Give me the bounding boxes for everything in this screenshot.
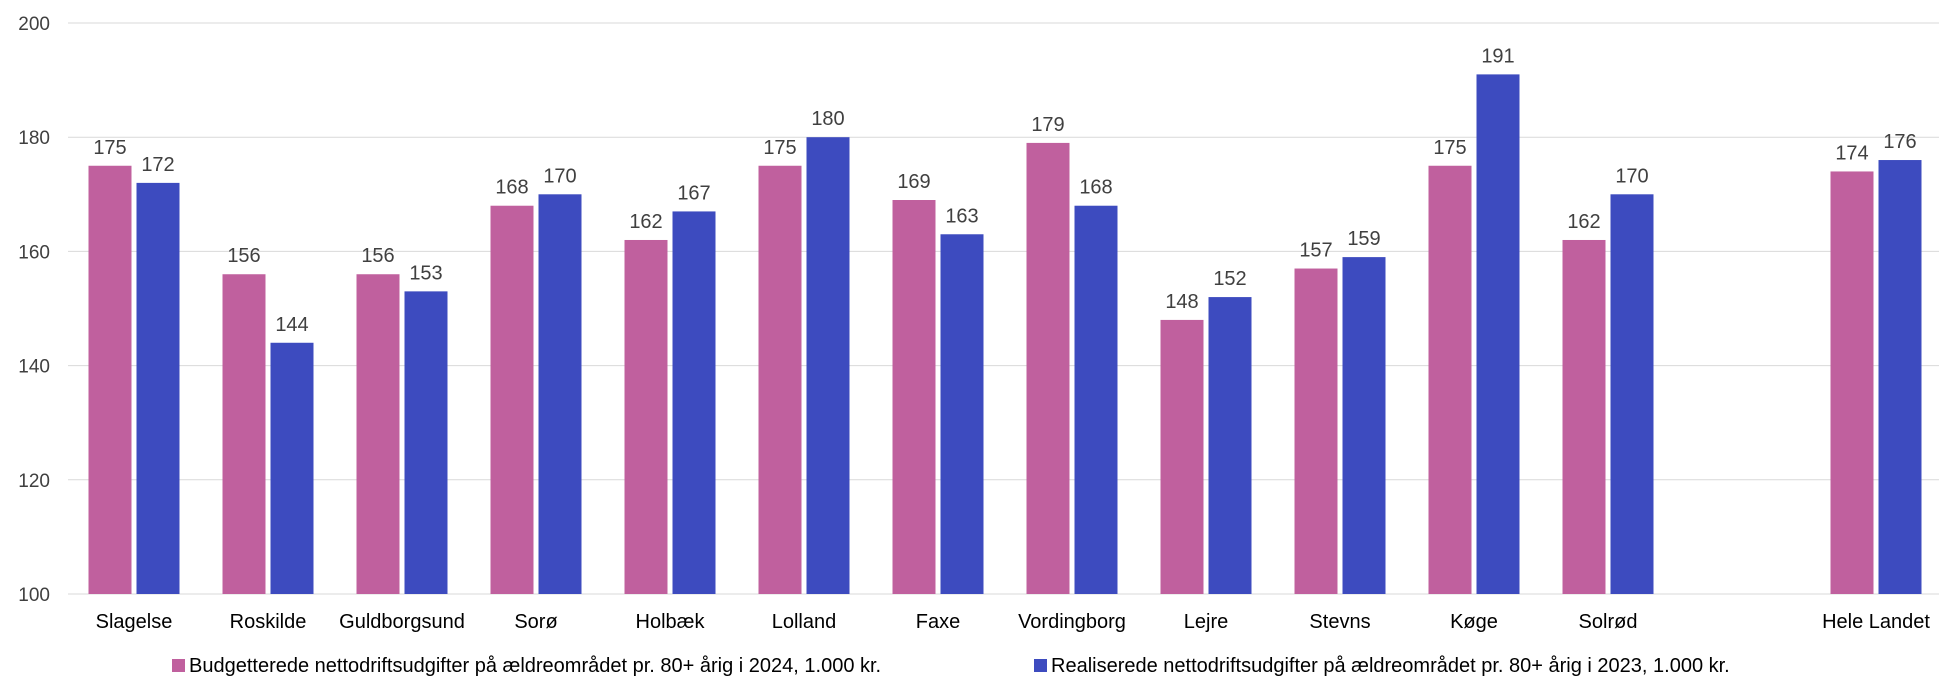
bar-series-1 [892,200,936,594]
x-category-label: Faxe [916,611,960,633]
bar-series-1 [758,165,802,594]
x-category-label: Stevns [1309,611,1370,633]
data-label-series-1: 169 [897,171,930,193]
data-label-series-1: 156 [227,245,260,267]
data-label-series-1: 168 [495,177,528,199]
x-category-label: Hele Landet [1822,611,1930,633]
data-label-series-1: 174 [1835,142,1868,164]
data-label-series-1: 175 [1433,137,1466,159]
data-label-series-2: 172 [141,154,174,176]
gridlines [68,22,1939,595]
y-axis-tick-labels: 100 120 140 160 180 200 [18,14,50,606]
data-label-series-2: 176 [1883,131,1916,153]
bar-series-2 [136,182,180,594]
bar-series-1 [356,274,400,594]
bar-series-2 [538,194,582,595]
bar-series-1 [1160,319,1204,594]
legend-swatch [172,659,185,672]
bar-series-1 [88,165,132,594]
data-label-series-1: 157 [1299,240,1332,262]
bar-series-2 [404,291,448,594]
bars [88,74,1922,595]
x-category-label: Vordingborg [1018,611,1126,633]
bar-series-1 [1830,171,1874,594]
bar-series-2 [1610,194,1654,595]
bar-series-2 [940,234,984,594]
x-category-label: Guldborgsund [339,611,465,633]
data-label-series-2: 159 [1347,228,1380,250]
y-tick-label-160: 160 [18,242,50,263]
data-label-series-2: 170 [1615,165,1648,187]
bar-series-1 [624,239,668,595]
x-category-label: Sorø [514,611,557,633]
y-tick-label-140: 140 [18,357,50,378]
bar-series-2 [1208,297,1252,594]
data-label-series-1: 175 [93,137,126,159]
data-label-series-2: 191 [1481,45,1514,67]
data-label-series-2: 170 [543,165,576,187]
bar-series-2 [1074,205,1118,594]
legend-item-1: Budgetterede nettodriftsudgifter på ældr… [172,655,881,677]
x-category-label: Køge [1450,611,1498,633]
data-label-series-1: 162 [629,211,662,233]
x-category-label: Roskilde [230,611,307,633]
data-label-series-1: 156 [361,245,394,267]
bar-series-2 [1476,74,1520,594]
data-label-series-2: 152 [1213,268,1246,290]
data-label-series-2: 167 [677,182,710,204]
data-labels: 175 172 156 144 156 153 168 170 162 167 175 180 169 1… [93,45,1916,335]
bar-series-1 [490,205,534,594]
data-label-series-1: 175 [763,137,796,159]
data-label-series-1: 148 [1165,291,1198,313]
data-label-series-2: 153 [409,262,442,284]
legend: Budgetterede nettodriftsudgifter på ældr… [172,655,1730,677]
data-label-series-2: 168 [1079,177,1112,199]
legend-swatch [1034,659,1047,672]
x-category-label: Lolland [772,611,837,633]
bar-series-2 [672,211,716,594]
data-label-series-1: 162 [1567,211,1600,233]
x-category-label: Slagelse [96,611,173,633]
bar-series-1 [222,274,266,594]
data-label-series-2: 144 [275,314,308,336]
bar-series-1 [1562,239,1606,595]
bar-series-2 [1342,257,1386,594]
bar-series-2 [1878,160,1922,595]
x-axis-category-labels: Slagelse Roskilde Guldborgsund Sorø Holbæk Lo… [96,611,1931,633]
y-tick-label-120: 120 [18,471,50,492]
bar-series-1 [1428,165,1472,594]
x-category-label: Solrød [1579,611,1638,633]
bar-series-2 [270,342,314,594]
bar-series-2 [806,137,850,594]
bar-series-1 [1294,268,1338,594]
data-label-series-1: 179 [1031,114,1064,136]
legend-label: Realiserede nettodriftsudgifter på ældre… [1051,655,1730,677]
x-category-label: Lejre [1184,611,1228,633]
legend-label: Budgetterede nettodriftsudgifter på ældr… [189,655,881,677]
data-label-series-2: 180 [811,108,844,130]
y-tick-label-100: 100 [18,585,50,606]
y-tick-label-200: 200 [18,14,50,35]
bar-series-1 [1026,142,1070,594]
legend-item-2: Realiserede nettodriftsudgifter på ældre… [1034,655,1730,677]
y-tick-label-180: 180 [18,128,50,149]
x-category-label: Holbæk [636,611,706,633]
data-label-series-2: 163 [945,205,978,227]
